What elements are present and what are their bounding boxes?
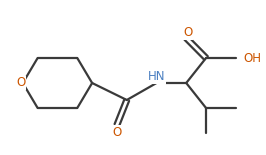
Text: OH: OH <box>244 51 262 64</box>
Text: O: O <box>184 27 193 40</box>
Text: O: O <box>16 77 26 89</box>
Text: O: O <box>112 126 122 139</box>
Text: HN: HN <box>148 71 165 84</box>
